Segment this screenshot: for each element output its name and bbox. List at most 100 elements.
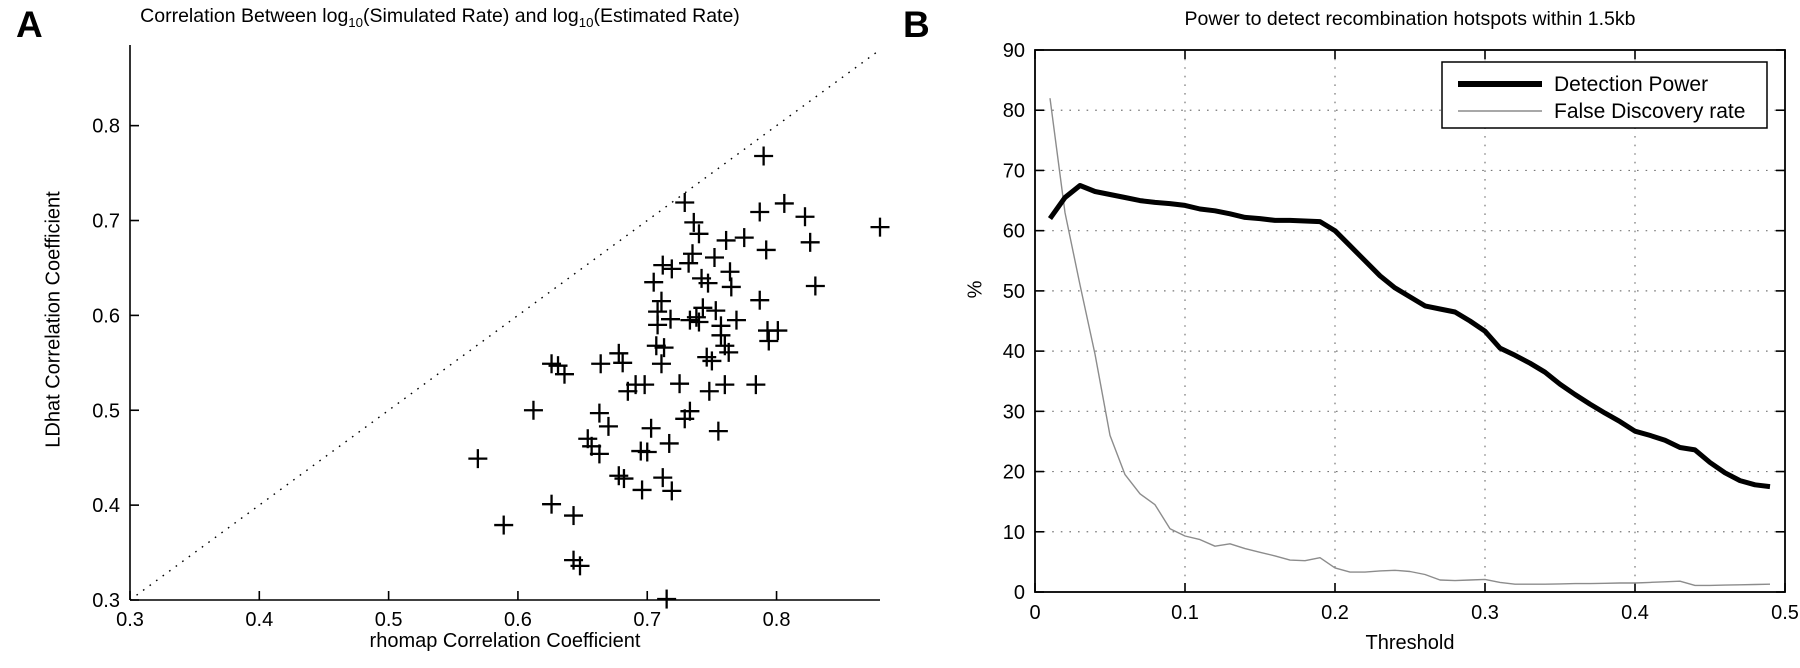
scatter-point <box>468 449 488 469</box>
scatter-point <box>805 276 825 296</box>
detection-power-line <box>1047 183 1771 490</box>
scatter-point <box>708 421 728 441</box>
scatter-point <box>768 321 788 341</box>
scatter-point <box>653 255 673 275</box>
legend-label: False Discovery rate <box>1554 100 1745 123</box>
panel-b-y-tick-label: 70 <box>1003 160 1025 182</box>
scatter-point <box>716 230 736 250</box>
legend-box <box>1441 61 1768 129</box>
panel-b-x-tick-label: 0.5 <box>1771 602 1799 624</box>
panel-a-title-part2: (Simulated Rate) and log <box>363 5 579 27</box>
scatter-point <box>750 202 770 222</box>
scatter-point <box>578 429 598 449</box>
panel-a-x-tick-label: 0.8 <box>763 609 791 631</box>
scatter-point <box>651 354 671 374</box>
panel-a-x-tick-label: 0.4 <box>245 609 273 631</box>
scatter-point <box>589 444 609 464</box>
scatter-point <box>711 325 731 345</box>
scatter-point <box>646 336 666 356</box>
scatter-point <box>632 480 652 500</box>
panel-a-title-part1: Correlation Between log <box>140 5 349 27</box>
scatter-point <box>699 381 719 401</box>
scatter-point <box>689 312 709 332</box>
scatter-point <box>721 277 741 297</box>
scatter-point <box>651 291 671 311</box>
scatter-point <box>670 374 690 394</box>
scatter-point <box>661 309 681 329</box>
scatter-point <box>494 515 514 535</box>
scatter-point <box>774 193 794 213</box>
panel-b-plot: 0 0.1 0.2 0.3 0.4 0.5 0 10 20 30 40 50 60 70 80 90 Detec… <box>1003 40 1799 624</box>
scatter-point <box>680 401 700 421</box>
scatter-point <box>589 403 609 423</box>
scatter-point <box>675 409 695 429</box>
panel-b-y-tick-label: 50 <box>1003 281 1025 303</box>
panel-b-y-axis-label: % <box>964 280 987 299</box>
scatter-point <box>746 375 766 395</box>
scatter-point <box>870 217 890 237</box>
panel-a-x-tick-label: 0.6 <box>504 609 532 631</box>
panel-b-x-tick-label: 0.2 <box>1321 602 1349 624</box>
panel-b-x-tick-label: 0.4 <box>1621 602 1649 624</box>
scatter-point <box>726 310 746 330</box>
panel-b-x-tick-label: 0.3 <box>1471 602 1499 624</box>
scatter-point <box>759 331 779 351</box>
panel-a-title-sub1: 10 <box>348 14 364 30</box>
panel-a-title: Correlation Between log10(Simulated Rate… <box>130 5 750 30</box>
scatter-point <box>675 192 695 212</box>
scatter-point <box>698 273 718 293</box>
panel-a-y-tick-label: 0.5 <box>92 400 120 422</box>
identity-line <box>129 49 881 601</box>
panel-a-x-tick-label: 0.5 <box>375 609 403 631</box>
panel-b-y-tick-label: 20 <box>1003 462 1025 484</box>
panel-a-label: A <box>16 4 43 45</box>
scatter-point <box>641 418 661 438</box>
panel-b-y-tick-label: 40 <box>1003 341 1025 363</box>
scatter-point <box>662 259 682 279</box>
panel-a-x-axis-label: rhomap Correlation Coefficient <box>369 630 641 652</box>
scatter-point <box>697 347 717 367</box>
scatter-point <box>648 315 668 335</box>
scatter-point <box>614 469 634 489</box>
scatter-point <box>609 466 629 486</box>
panel-a-x-tick-label: 0.3 <box>116 609 144 631</box>
false-discovery-rate-line <box>1049 98 1771 587</box>
scatter-point <box>706 301 726 321</box>
scatter-point <box>542 494 562 514</box>
scatter-point <box>795 207 815 227</box>
panel-a-y-tick-label: 0.4 <box>92 495 120 517</box>
scatter-point <box>756 240 776 260</box>
scatter-point <box>598 416 618 436</box>
panel-b-y-tick-label: 0 <box>1014 582 1025 604</box>
panel-b-y-tick-label: 80 <box>1003 100 1025 122</box>
panel-a-y-tick-label: 0.6 <box>92 305 120 327</box>
scatter-point <box>618 381 638 401</box>
legend-label: Detection Power <box>1554 73 1708 96</box>
scatter-point <box>591 354 611 374</box>
panel-b-x-axis-label: Threshold <box>1365 632 1455 654</box>
panel-b-y-tick-label: 30 <box>1003 401 1025 423</box>
scatter-point <box>644 272 664 292</box>
scatter-point <box>702 351 722 371</box>
scatter-point <box>654 338 674 358</box>
panel-b-frame <box>1034 49 1786 593</box>
panel-a-plot: 0.3 0.4 0.5 0.6 0.7 0.8 0.3 0.4 0.5 0.6 0.7 0.8 <box>92 45 890 631</box>
panel-a-y-tick-label: 0.8 <box>92 116 120 138</box>
scatter-point <box>684 212 704 232</box>
scatter-point <box>613 353 633 373</box>
scatter-point <box>800 232 820 252</box>
scatter-point <box>570 556 590 576</box>
panel-b-y-tick-label: 60 <box>1003 221 1025 243</box>
scatter-point <box>683 244 702 264</box>
scatter-point <box>582 436 602 456</box>
scatter-point <box>689 224 709 244</box>
panel-b-y-tick-label: 90 <box>1003 40 1025 62</box>
scatter-point <box>719 342 739 362</box>
scatter-point <box>662 481 682 501</box>
panel-a-title-sub2: 10 <box>578 14 594 30</box>
scatter-point <box>609 343 629 363</box>
scatter-point <box>679 253 699 273</box>
panel-a-title-part3: (Estimated Rate) <box>593 5 740 27</box>
